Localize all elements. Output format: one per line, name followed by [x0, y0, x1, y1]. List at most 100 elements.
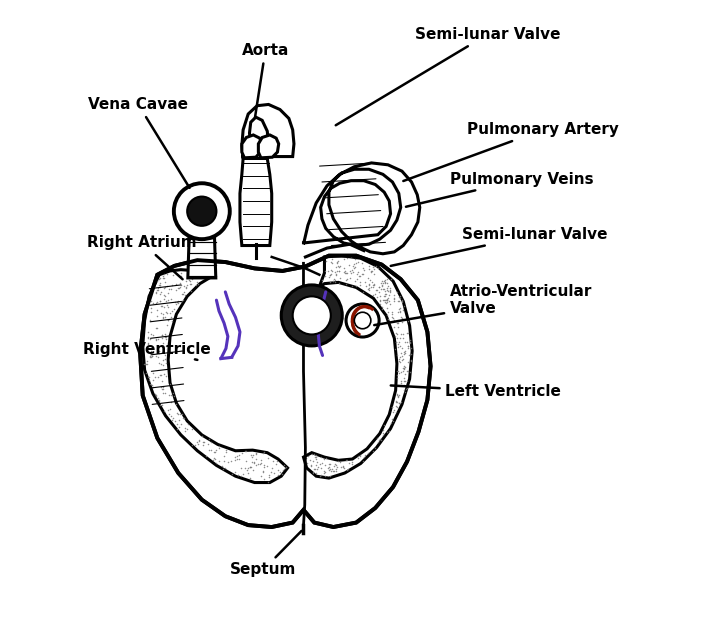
- Point: [174, 282, 185, 292]
- Point: [257, 467, 269, 477]
- Point: [325, 466, 337, 476]
- Point: [340, 279, 352, 290]
- Point: [328, 461, 340, 471]
- Point: [382, 281, 393, 291]
- Point: [392, 307, 403, 317]
- Point: [401, 366, 413, 376]
- Point: [274, 467, 285, 477]
- Point: [370, 443, 381, 453]
- Point: [390, 331, 401, 342]
- Point: [392, 392, 403, 402]
- Point: [319, 467, 330, 478]
- Point: [178, 413, 189, 423]
- Point: [323, 272, 335, 282]
- Point: [372, 433, 383, 443]
- Point: [405, 343, 417, 353]
- Point: [154, 282, 166, 292]
- Point: [363, 285, 375, 295]
- Point: [399, 347, 410, 358]
- Point: [150, 351, 162, 362]
- Point: [159, 331, 171, 341]
- Point: [220, 445, 231, 455]
- Point: [154, 280, 166, 290]
- Point: [381, 297, 393, 307]
- Point: [248, 457, 260, 467]
- Point: [174, 415, 185, 425]
- Point: [378, 295, 390, 305]
- Point: [334, 273, 345, 283]
- Point: [146, 351, 157, 361]
- Point: [256, 458, 267, 468]
- Point: [326, 254, 337, 264]
- Point: [272, 465, 284, 475]
- Point: [153, 274, 164, 284]
- Point: [193, 435, 204, 445]
- Point: [368, 263, 380, 274]
- Point: [352, 257, 364, 267]
- Point: [150, 391, 162, 401]
- Point: [381, 278, 393, 288]
- Point: [258, 447, 270, 458]
- Point: [157, 273, 168, 283]
- Point: [378, 430, 389, 440]
- Point: [232, 454, 243, 465]
- Point: [158, 406, 169, 416]
- Point: [166, 312, 177, 322]
- Point: [346, 281, 358, 291]
- Point: [398, 362, 409, 372]
- Point: [405, 349, 417, 360]
- Point: [233, 454, 245, 464]
- Point: [391, 337, 403, 347]
- Point: [390, 328, 401, 338]
- Point: [217, 461, 228, 471]
- Point: [393, 365, 404, 376]
- Point: [398, 301, 410, 312]
- Point: [158, 294, 169, 304]
- Point: [332, 261, 344, 271]
- Point: [208, 447, 220, 458]
- Point: [258, 462, 270, 472]
- Point: [268, 468, 280, 478]
- Point: [160, 307, 172, 317]
- Point: [152, 285, 164, 296]
- Point: [366, 277, 378, 287]
- Point: [175, 271, 187, 281]
- Point: [249, 458, 260, 468]
- Point: [166, 283, 177, 294]
- Point: [385, 287, 396, 297]
- Point: [169, 304, 180, 314]
- Point: [358, 265, 369, 275]
- Point: [251, 448, 262, 458]
- Point: [197, 440, 208, 450]
- Point: [205, 437, 217, 447]
- Point: [380, 297, 391, 307]
- Point: [365, 275, 376, 285]
- Point: [177, 288, 188, 299]
- Point: [154, 345, 165, 356]
- Point: [341, 274, 352, 284]
- Point: [203, 444, 214, 454]
- Point: [280, 462, 292, 472]
- Point: [311, 288, 322, 298]
- Point: [393, 354, 405, 364]
- Point: [404, 337, 415, 347]
- Text: Pulmonary Artery: Pulmonary Artery: [403, 122, 618, 181]
- Point: [341, 465, 352, 476]
- Point: [325, 463, 336, 474]
- Point: [250, 460, 262, 470]
- Point: [388, 296, 400, 306]
- Point: [198, 437, 209, 447]
- Point: [159, 332, 171, 342]
- Point: [237, 469, 249, 479]
- Point: [142, 356, 153, 367]
- Point: [339, 254, 350, 264]
- Point: [378, 283, 390, 294]
- Point: [342, 455, 353, 465]
- Point: [201, 451, 212, 461]
- Point: [304, 455, 315, 465]
- Point: [349, 254, 360, 264]
- Point: [401, 376, 413, 386]
- Point: [184, 279, 196, 289]
- Polygon shape: [303, 163, 420, 254]
- Point: [257, 467, 269, 477]
